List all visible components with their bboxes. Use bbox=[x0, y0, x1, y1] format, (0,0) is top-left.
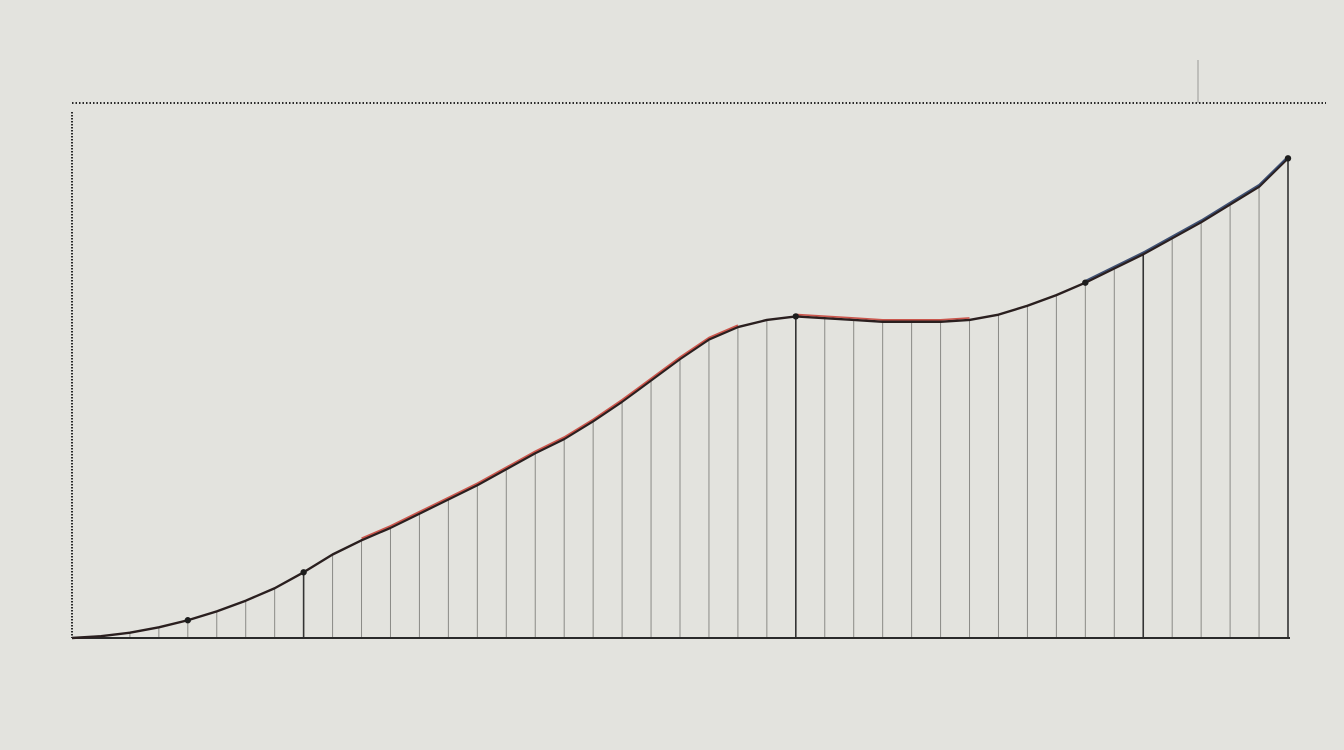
data-point bbox=[792, 313, 800, 320]
data-points bbox=[184, 155, 1292, 624]
series-highlight bbox=[1084, 155, 1289, 282]
data-point bbox=[1082, 279, 1089, 286]
drop-lines bbox=[100, 158, 1289, 638]
data-point bbox=[300, 569, 307, 576]
data-point bbox=[1284, 155, 1292, 162]
data-point bbox=[184, 617, 192, 624]
series-highlight bbox=[361, 324, 739, 540]
series-highlight bbox=[795, 313, 970, 321]
axes bbox=[71, 112, 1290, 639]
top-dotted-border bbox=[72, 60, 1326, 104]
